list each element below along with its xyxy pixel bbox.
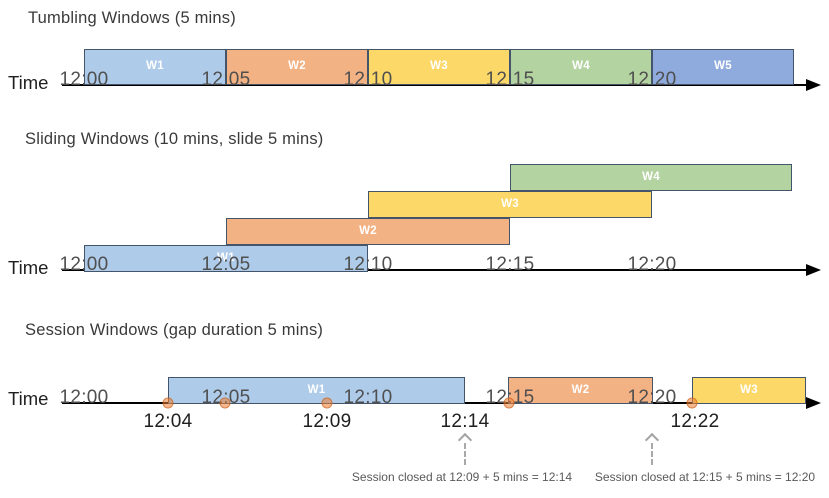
event-dot	[686, 397, 698, 409]
annotation-dashed-line	[651, 443, 653, 465]
session-close-annotation: Session closed at 12:09 + 5 mins = 12:14	[351, 470, 573, 484]
window-w5: W5	[652, 49, 794, 85]
timeline-arrowhead-icon	[806, 79, 821, 91]
timeline-arrowhead-icon	[806, 397, 821, 409]
window-label: W3	[430, 60, 448, 73]
event-time-label: 12:22	[670, 411, 720, 432]
tick-1210: 12:10	[343, 387, 393, 408]
window-w2: W2	[226, 218, 510, 245]
window-label: W1	[217, 251, 235, 264]
window-w3: W3	[368, 49, 510, 85]
window-w4: W4	[510, 164, 792, 191]
event-time-label: 12:04	[143, 411, 193, 432]
tick-1215: 12:15	[485, 254, 535, 275]
window-w1: W1	[168, 377, 465, 404]
window-label: W1	[307, 383, 326, 396]
window-w1: W1	[84, 49, 226, 85]
tick-1210: 12:10	[343, 69, 393, 90]
event-time-label: 12:14	[440, 411, 490, 432]
window-w3: W3	[368, 191, 652, 218]
tick-1200: 12:00	[59, 254, 109, 275]
window-label: W5	[714, 60, 732, 73]
event-dot	[162, 397, 174, 409]
annotation-dashed-line	[464, 443, 466, 465]
window-label: W4	[642, 170, 660, 183]
time-axis-label: Time	[8, 72, 49, 93]
window-label: W2	[571, 383, 590, 396]
window-w3: W3	[692, 377, 806, 404]
section-title: Tumbling Windows (5 mins)	[28, 9, 236, 27]
tick-1220: 12:20	[627, 69, 677, 90]
section-title: Sliding Windows (10 mins, slide 5 mins)	[25, 130, 324, 148]
timeline-axis	[62, 84, 808, 86]
event-dot	[503, 397, 515, 409]
tick-1215: 12:15	[485, 69, 535, 90]
section-title: Session Windows (gap duration 5 mins)	[25, 321, 324, 339]
window-w1: W1	[84, 245, 368, 272]
timeline-axis	[62, 269, 808, 271]
tick-1220: 12:20	[627, 387, 677, 408]
time-axis-label: Time	[8, 257, 49, 278]
timeline-arrowhead-icon	[806, 264, 821, 276]
tick-1210: 12:10	[343, 254, 393, 275]
tick-1205: 12:05	[201, 254, 251, 275]
tick-1205: 12:05	[201, 69, 251, 90]
window-w2: W2	[226, 49, 368, 85]
event-dot	[321, 397, 333, 409]
event-time-label: 12:09	[302, 411, 352, 432]
window-label: W3	[740, 383, 758, 396]
session-close-annotation: Session closed at 12:15 + 5 mins = 12:20	[594, 470, 816, 484]
window-label: W2	[359, 224, 377, 237]
time-axis-label: Time	[8, 388, 49, 409]
window-label: W4	[572, 60, 590, 73]
window-label: W2	[288, 60, 306, 73]
tick-1220: 12:20	[627, 254, 677, 275]
event-dot	[219, 397, 231, 409]
window-label: W1	[146, 60, 164, 73]
window-w4: W4	[510, 49, 652, 85]
window-w2: W2	[508, 377, 653, 404]
window-label: W3	[501, 197, 519, 210]
tick-1200: 12:00	[59, 387, 109, 408]
tick-1200: 12:00	[59, 69, 109, 90]
